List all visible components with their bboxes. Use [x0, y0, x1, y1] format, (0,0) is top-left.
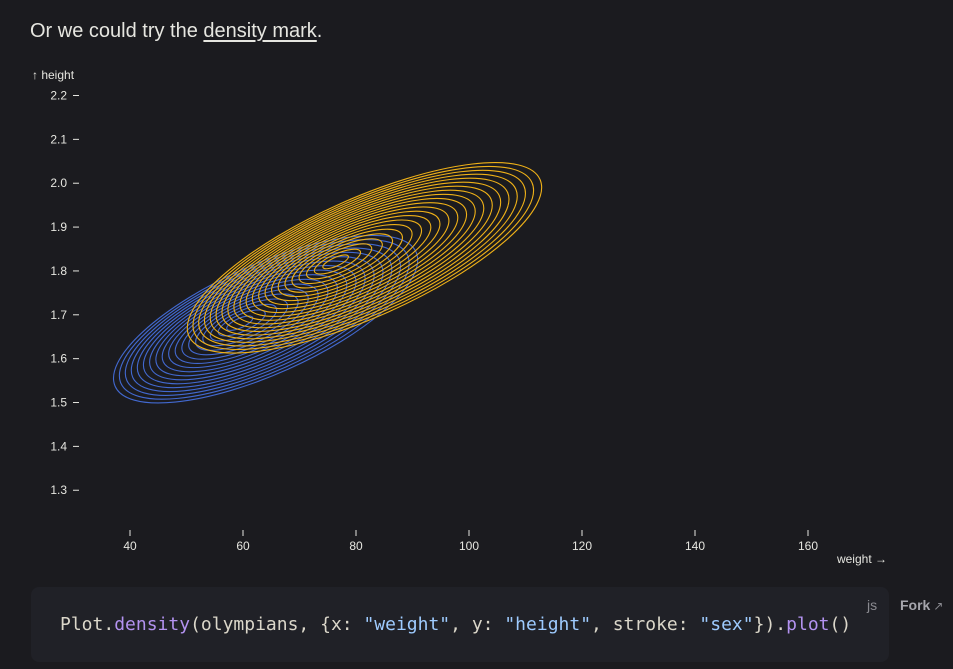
intro-before: Or we could try the [30, 20, 204, 42]
x-tick-label: 80 [349, 539, 363, 553]
fork-link[interactable]: Fork ↗ [900, 597, 943, 613]
density-contour [291, 233, 394, 289]
intro-after: . [316, 20, 323, 42]
code-block: Plot.density(olympians, {x: "weight", y:… [31, 587, 889, 662]
density-contour [284, 228, 403, 293]
fork-label: Fork [900, 597, 931, 613]
density-mark-link[interactable]: density mark [203, 20, 317, 42]
code-snippet: Plot.density(olympians, {x: "weight", y:… [60, 614, 851, 635]
density-contour [233, 193, 476, 325]
density-contour [322, 254, 350, 270]
density-contour [209, 303, 278, 342]
x-tick-label: 160 [798, 539, 818, 553]
density-contour [198, 169, 526, 347]
y-tick-label: 1.8 [50, 264, 67, 278]
y-tick-label: 1.3 [50, 483, 67, 497]
y-tick-label: 1.5 [50, 396, 67, 410]
code-token: plot [786, 614, 830, 635]
density-contour [155, 265, 357, 377]
density-contour [313, 248, 362, 275]
density-contour [298, 238, 383, 285]
y-tick-label: 1.6 [50, 352, 67, 366]
density-contour [258, 210, 441, 310]
y-tick-label: 2.0 [50, 176, 67, 190]
x-tick-label: 140 [685, 539, 705, 553]
y-axis-label: ↑ height [32, 68, 75, 82]
y-tick-label: 1.9 [50, 220, 67, 234]
x-tick-label: 100 [459, 539, 479, 553]
density-chart: 1.3 1.4 1.5 1.6 1.7 1.8 1.9 2.0 2.1 2.2 40 60 80 100 1… [32, 68, 887, 566]
y-tick-label: 1.7 [50, 308, 67, 322]
density-contour [277, 223, 413, 298]
code-token: . [775, 614, 787, 635]
density-contour [226, 315, 254, 331]
density-contour [112, 234, 419, 404]
x-tick-label: 120 [572, 539, 592, 553]
density-series [186, 162, 543, 354]
code-token: (olympians, {x: [190, 614, 364, 635]
code-token: "weight" [363, 614, 451, 635]
density-contour [305, 243, 373, 280]
density-contour [192, 165, 535, 351]
density-contour [221, 185, 493, 333]
density-contour [186, 162, 543, 354]
code-token: , y: [450, 614, 505, 635]
density-contour [264, 215, 432, 306]
y-tick-label: 1.4 [50, 439, 67, 453]
code-token: "sex" [699, 614, 754, 635]
density-contour [209, 177, 510, 340]
code-token: . [103, 614, 115, 635]
density-contour [130, 247, 393, 393]
density-contour [215, 181, 502, 336]
density-contour [202, 298, 289, 347]
x-tick-label: 60 [236, 539, 250, 553]
intro-text: Or we could try the density mark. [30, 20, 322, 43]
code-token: }) [753, 614, 776, 635]
x-axis-label: weight → [836, 552, 887, 566]
y-tick-label: 2.2 [50, 89, 67, 103]
density-contour [161, 269, 348, 373]
density-contour [118, 239, 410, 400]
density-contour [203, 173, 518, 343]
external-link-icon: ↗ [933, 599, 944, 613]
x-tick-label: 40 [123, 539, 137, 553]
y-tick-label: 2.1 [50, 132, 67, 146]
code-token: Plot [60, 614, 104, 635]
density-contour [142, 256, 375, 385]
code-token: , stroke: [591, 614, 700, 635]
density-contour [271, 219, 423, 302]
code-language-label: js [867, 597, 878, 613]
code-token: "height" [504, 614, 592, 635]
density-contour [239, 197, 468, 321]
density-contour [227, 189, 485, 329]
density-series [112, 234, 419, 404]
code-token: () [829, 614, 852, 635]
code-token: density [114, 614, 191, 635]
density-contour [251, 206, 450, 314]
density-contour [168, 274, 338, 369]
